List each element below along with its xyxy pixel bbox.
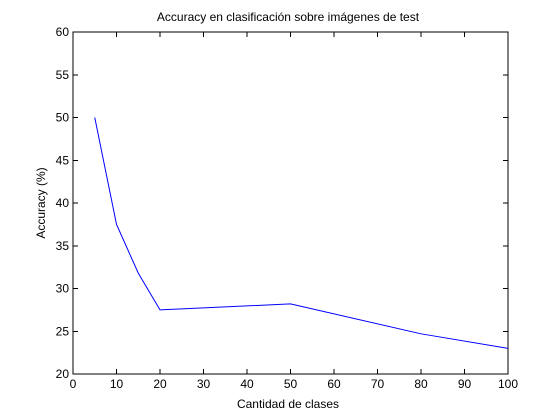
x-tick-label: 10 [110, 377, 124, 391]
y-tick-label: 25 [56, 324, 70, 338]
x-tick-label: 70 [371, 377, 385, 391]
x-tick-label: 30 [197, 377, 211, 391]
x-tick-label: 50 [284, 377, 298, 391]
y-tick-label: 30 [56, 282, 70, 296]
y-tick-label: 40 [56, 196, 70, 210]
series-line [94, 117, 509, 349]
x-tick-label: 80 [414, 377, 428, 391]
y-axis-title: Accuracy (%) [34, 167, 48, 238]
x-tick-label: 90 [458, 377, 472, 391]
y-tick-label: 55 [56, 68, 70, 82]
x-tick-label: 40 [240, 377, 254, 391]
plot-area: 0 10 20 30 40 50 60 70 80 90 100 20 25 30 35 40 45 50 55 60 [56, 25, 519, 391]
x-tick-label: 0 [70, 377, 77, 391]
axes-box [72, 31, 509, 375]
y-tick-label: 35 [56, 239, 70, 253]
x-tick-label: 100 [498, 377, 518, 391]
y-tick-label: 45 [56, 153, 70, 167]
x-axis-title: Cantidad de clases [237, 397, 339, 411]
y-tick-label: 20 [56, 367, 70, 381]
y-tick-label: 50 [56, 111, 70, 125]
chart-title: Accuracy en clasificación sobre imágenes… [157, 10, 420, 24]
y-tick-label: 60 [56, 25, 70, 39]
x-tick-label: 60 [327, 377, 341, 391]
x-tick-label: 20 [153, 377, 167, 391]
